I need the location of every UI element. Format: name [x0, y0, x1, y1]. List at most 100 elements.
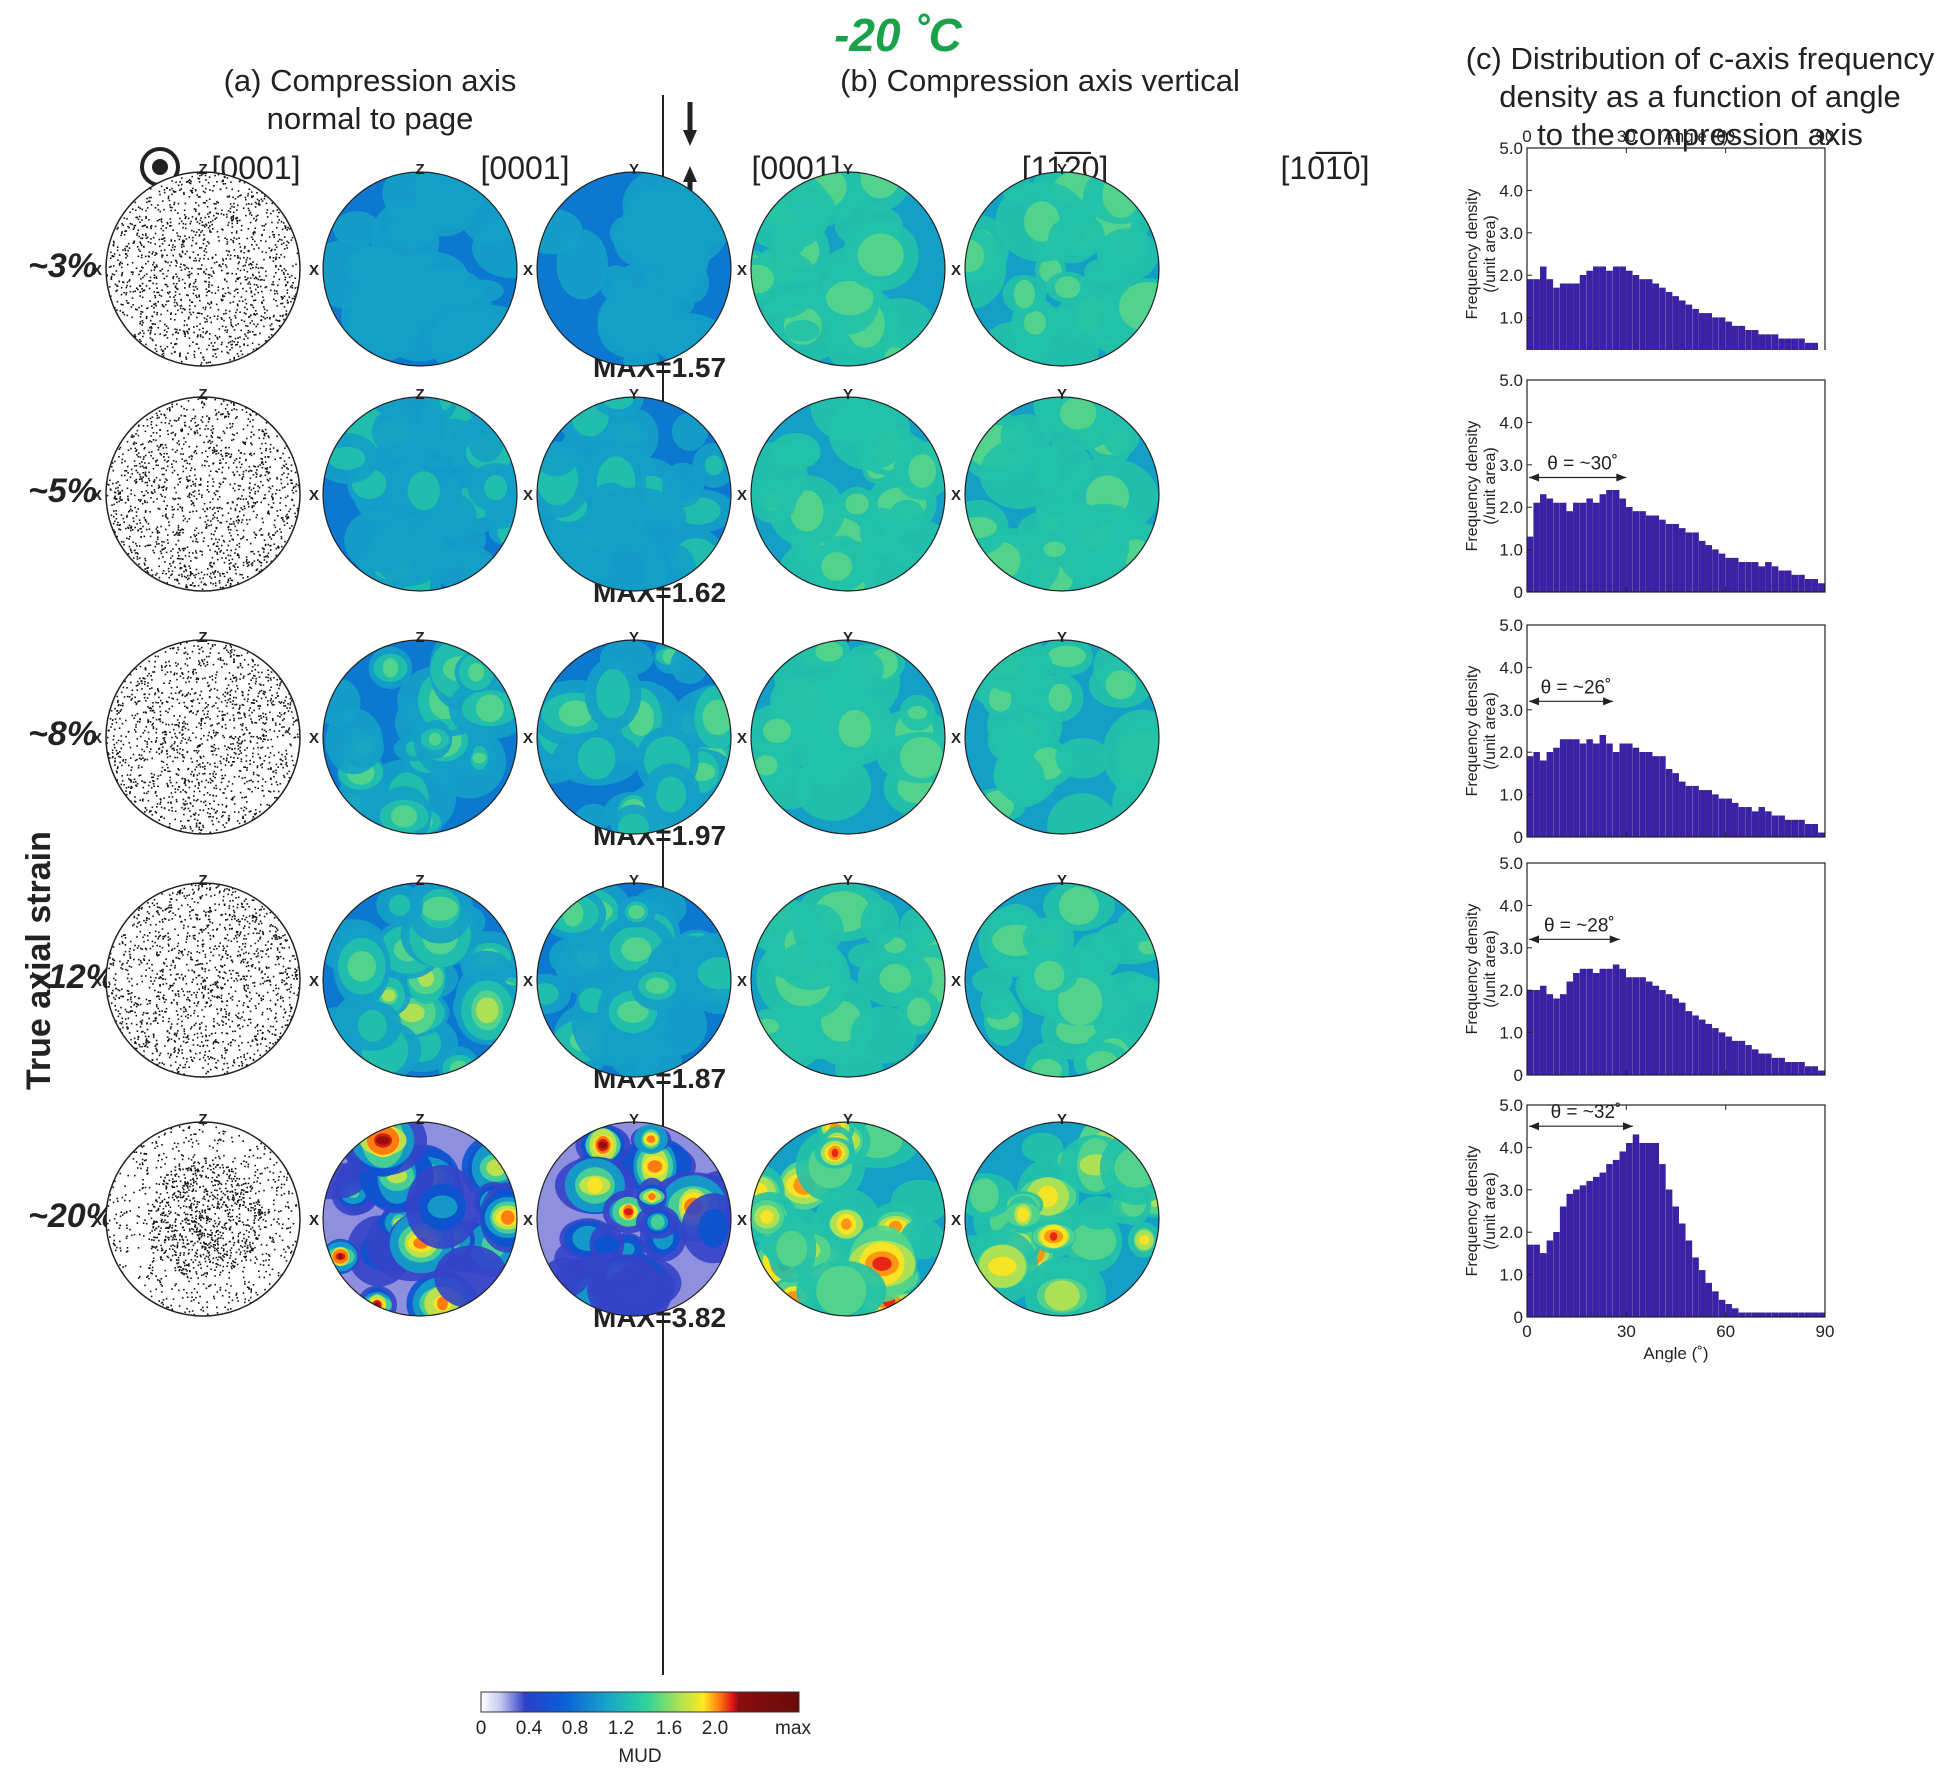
histogram-bar — [1771, 1057, 1779, 1076]
histogram-bar — [1606, 270, 1613, 350]
histogram-bar — [1599, 266, 1607, 350]
histogram-bar — [1712, 1291, 1719, 1318]
histogram-2: 0 1.0 2.0 3.0 4.0 5.0 Frequency density (/unit … — [1464, 617, 1826, 847]
pole-figure-r2-c1: ZX — [309, 629, 518, 835]
pole-figure-r1-c1: ZX — [309, 386, 518, 592]
pole-figure-r4-c3: YX — [737, 1111, 946, 1317]
pole-figure-r0-c1: ZX — [309, 161, 518, 367]
histogram-bar — [1672, 1206, 1679, 1318]
histogram-bar — [1665, 994, 1673, 1076]
theta-annotation: θ = ~30˚ — [1547, 454, 1618, 475]
histogram-bar — [1758, 807, 1765, 838]
colorbar-gradient — [480, 1691, 800, 1713]
y-tick-label: 3.0 — [1499, 1181, 1523, 1200]
colorbar-tick-label: max — [775, 1718, 811, 1739]
histogram-bar — [1751, 811, 1759, 838]
histogram-bar — [1612, 266, 1620, 350]
histogram-bar — [1672, 296, 1679, 350]
histogram-bar — [1718, 317, 1726, 350]
col-header-b-10-10: [10̅1̅0] — [1280, 150, 1370, 186]
histogram-bar — [1811, 342, 1818, 350]
histogram-bar — [1566, 739, 1573, 838]
y-axis-label: Frequency density — [1464, 666, 1481, 797]
pole-letter-left: X — [309, 487, 319, 504]
histogram-bar — [1712, 549, 1719, 593]
pole-letter-left: X — [309, 730, 319, 747]
y-tick-label: 3.0 — [1499, 701, 1523, 720]
pole-figure-r4-c4: YX — [951, 1111, 1160, 1317]
colorbar-tick-label: 2.0 — [702, 1718, 728, 1739]
histogram-bar — [1798, 574, 1805, 593]
y-tick-label: 4.0 — [1499, 896, 1523, 915]
x-axis-label: Angle (˚) — [1643, 1344, 1708, 1363]
pole-letter-top: Y — [629, 386, 639, 403]
pole-letter-top: Y — [629, 872, 639, 889]
histogram-bar — [1586, 739, 1593, 838]
histogram-bar — [1665, 768, 1673, 838]
histogram-bar — [1725, 557, 1732, 593]
section-c-title: (c) Distribution of c-axis frequency den… — [1465, 41, 1935, 152]
pole-letter-left: X — [523, 262, 533, 279]
histogram-bar — [1751, 330, 1759, 350]
histogram-bar — [1758, 334, 1765, 350]
pole-figure-r3-c3: YX — [737, 872, 946, 1078]
histogram-bar — [1533, 751, 1540, 838]
histogram-3: 0 1.0 2.0 3.0 4.0 5.0 Frequency density (/unit … — [1464, 855, 1826, 1085]
histogram-bar — [1705, 545, 1713, 593]
histogram-bar — [1665, 291, 1673, 350]
histogram-bar — [1679, 1223, 1686, 1318]
pole-figure-r1-c3: YX — [737, 386, 946, 592]
histogram-bar — [1606, 743, 1613, 838]
histogram-bar — [1566, 283, 1573, 350]
y-tick-label: 0 — [1514, 828, 1523, 847]
histogram-bar — [1659, 519, 1666, 593]
histogram-bar — [1546, 279, 1554, 350]
histogram-bar — [1679, 528, 1686, 593]
strain-label: ~20% — [28, 1197, 116, 1235]
histogram-bar — [1626, 1142, 1633, 1318]
histogram-bar — [1712, 794, 1719, 838]
histogram-bar — [1579, 743, 1587, 838]
histogram-bar — [1738, 562, 1746, 593]
histogram-bar — [1804, 1066, 1812, 1076]
pole-letter-top: Z — [198, 629, 207, 646]
histogram-bar — [1751, 1049, 1759, 1076]
pole-letter-top: Z — [198, 872, 207, 889]
histogram-bar — [1645, 1142, 1653, 1318]
histogram-bar — [1559, 283, 1567, 350]
histogram-bar — [1698, 540, 1706, 593]
histogram-bar — [1652, 985, 1660, 1076]
histogram-bar — [1526, 536, 1534, 593]
histogram-4: 0 1.0 2.0 3.0 4.0 5.0 0 30 60 90 Angle (˚) Frequenc… — [1464, 1097, 1834, 1363]
pole-letter-left: X — [737, 1212, 747, 1229]
pole-figure-r3-c1: ZX — [309, 872, 518, 1078]
pole-letter-top: Y — [843, 872, 853, 889]
histogram-bar — [1698, 1019, 1706, 1076]
histogram-bar — [1818, 1312, 1825, 1318]
histogram-bar — [1573, 502, 1580, 593]
histogram-bar — [1745, 330, 1752, 350]
histogram-bar — [1751, 562, 1759, 593]
histogram-bar — [1692, 532, 1699, 593]
pole-letter-left: X — [523, 730, 533, 747]
histogram-bar — [1619, 498, 1626, 593]
histogram-bar — [1533, 1244, 1540, 1318]
histogram-bar — [1599, 968, 1607, 1076]
colorbar-tick-label: 1.6 — [656, 1718, 682, 1739]
pole-letter-top: Y — [843, 629, 853, 646]
pole-letter-top: Y — [629, 629, 639, 646]
pole-letter-top: Y — [843, 161, 853, 178]
histogram-bar — [1785, 1312, 1792, 1318]
histogram-bar — [1718, 1299, 1726, 1318]
histogram-bar — [1626, 270, 1633, 350]
pole-letter-left: X — [951, 1212, 961, 1229]
pole-figure-r3-c0: ZX — [92, 872, 301, 1078]
histogram-bar — [1771, 334, 1779, 350]
pole-letter-top: Y — [1057, 386, 1067, 403]
histogram-bar — [1665, 523, 1673, 593]
histogram-bar — [1732, 557, 1739, 593]
histogram-bar — [1804, 824, 1812, 838]
histogram-bar — [1645, 751, 1653, 838]
colorbar-title: MUD — [618, 1746, 661, 1767]
histogram-bar — [1745, 1045, 1752, 1076]
